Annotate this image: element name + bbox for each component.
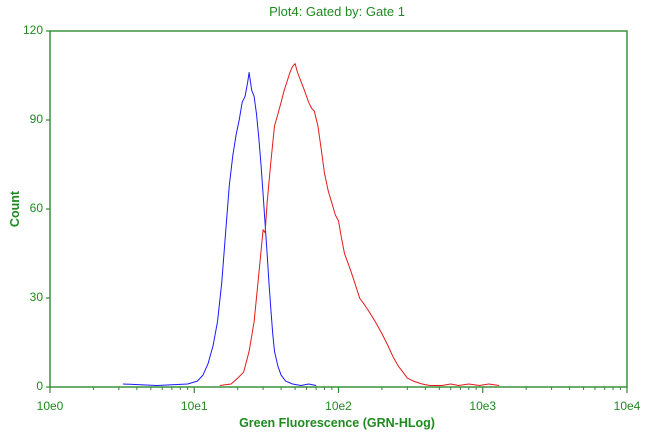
plot-frame [49, 30, 628, 388]
series-line-1 [122, 72, 317, 386]
y-axis-ticks: 0 30 60 90 120 [23, 23, 50, 393]
y-tick-label: 0 [36, 379, 43, 393]
series-layer [122, 63, 500, 386]
y-tick-label: 60 [30, 201, 44, 215]
y-tick-label: 30 [30, 290, 44, 304]
y-tick-label: 120 [23, 23, 43, 37]
y-axis-label: Count [8, 190, 22, 227]
x-axis-ticks: 10e0 10e1 10e2 10e3 10e4 [37, 387, 641, 413]
x-axis-label: Green Fluorescence (GRN-HLog) [239, 416, 435, 430]
chart-title: Plot4: Gated by: Gate 1 [269, 4, 405, 19]
x-tick-label: 10e4 [614, 399, 641, 413]
x-tick-label: 10e3 [469, 399, 496, 413]
y-tick-label: 90 [30, 112, 44, 126]
x-tick-label: 10e2 [325, 399, 352, 413]
series-line-2 [219, 63, 500, 386]
x-tick-label: 10e0 [37, 399, 64, 413]
x-tick-label: 10e1 [181, 399, 208, 413]
